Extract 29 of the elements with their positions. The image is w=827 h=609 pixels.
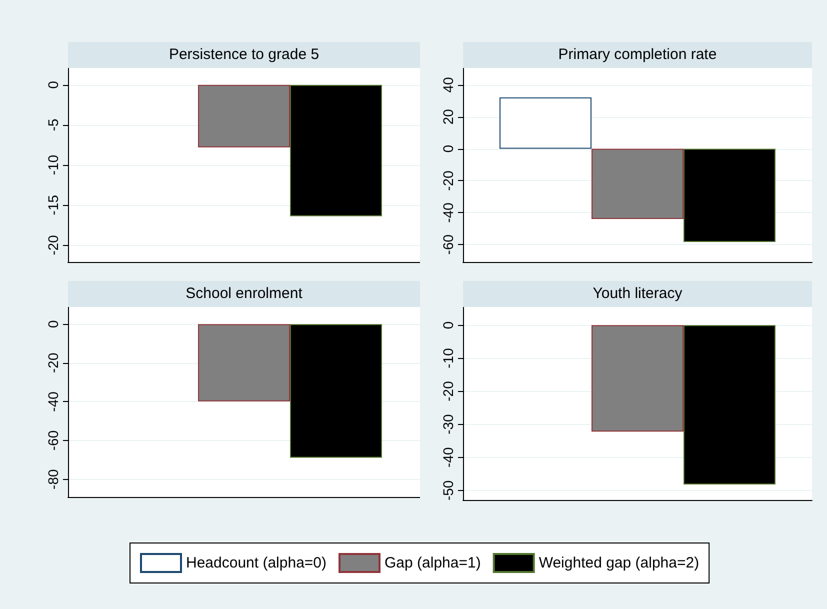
y-tick-label: 0	[440, 144, 456, 153]
y-tick-label: -20	[45, 352, 61, 374]
y-tick-label: -30	[440, 414, 456, 434]
y-tick-label: 0	[440, 321, 456, 330]
y-tick-label: -40	[440, 447, 456, 468]
y-tick-label: -10	[440, 348, 456, 368]
chart-title: Youth literacy	[463, 281, 812, 307]
y-tick-label: -40	[45, 391, 61, 412]
y-tick-label: 0	[45, 80, 61, 89]
y-tick-label: 40	[440, 76, 456, 93]
chart-title: Primary completion rate	[463, 42, 812, 68]
y-tick-label: -5	[45, 118, 61, 132]
y-tick-label: 0	[45, 320, 61, 328]
y-tick-label: -15	[45, 194, 61, 216]
chart-title: School enrolment	[68, 281, 420, 307]
y-tick-label: -10	[45, 154, 61, 176]
y-tick-label: -40	[440, 202, 456, 223]
y-tick-label: -60	[440, 234, 456, 255]
y-tick-label: -50	[440, 480, 456, 501]
legend-label: Gap (alpha=1)	[384, 554, 481, 572]
legend-label: Headcount (alpha=0)	[186, 554, 327, 572]
y-tick-label: 20	[440, 108, 456, 125]
y-tick-label: -60	[45, 430, 61, 451]
y-tick-label: -20	[440, 170, 456, 191]
y-tick-label: -20	[440, 380, 456, 402]
y-tick-label: -20	[45, 234, 61, 256]
legend-label: Weighted gap (alpha=2)	[538, 554, 700, 572]
chart-title: Persistence to grade 5	[68, 42, 420, 68]
y-tick-label: -80	[45, 469, 61, 490]
